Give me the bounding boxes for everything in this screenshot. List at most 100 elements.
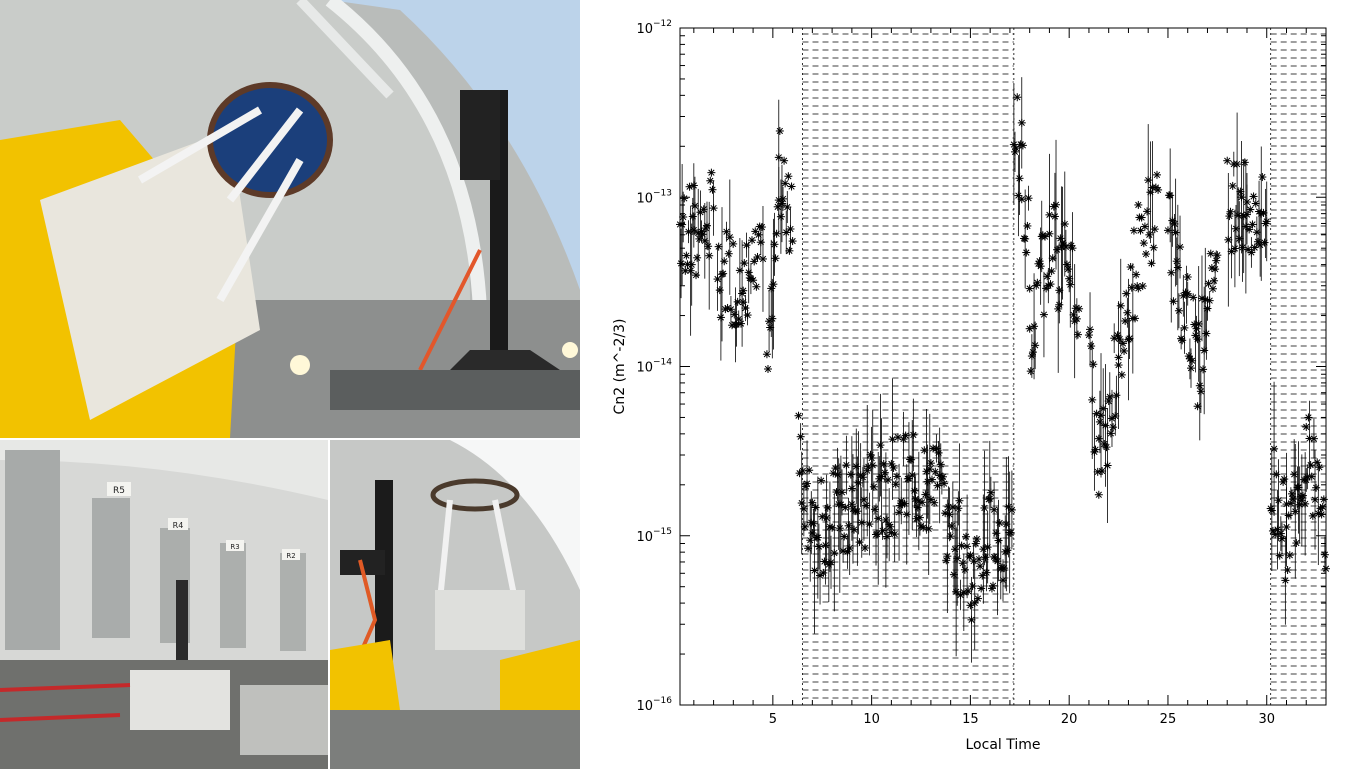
data-point [692, 271, 701, 280]
data-point [845, 544, 854, 553]
data-point [1174, 306, 1183, 315]
data-point [1116, 301, 1125, 310]
data-point [775, 126, 784, 135]
data-point [1131, 314, 1140, 323]
data-point [752, 282, 761, 291]
data-point [966, 551, 975, 560]
data-point [971, 539, 980, 548]
data-point [1021, 234, 1030, 243]
data-point [893, 433, 902, 442]
data-point [706, 176, 715, 185]
data-point [1258, 173, 1267, 182]
data-point [986, 488, 995, 497]
data-point [805, 466, 814, 475]
data-point [859, 495, 868, 504]
data-point [1052, 200, 1061, 209]
data-point [821, 541, 830, 550]
data-point [1188, 356, 1197, 365]
data-point [1228, 181, 1237, 190]
data-point [1224, 235, 1233, 244]
data-point [1306, 461, 1315, 470]
data-point [934, 448, 943, 457]
data-point [1287, 489, 1296, 498]
data-point [726, 305, 735, 314]
data-point [1166, 191, 1175, 200]
data-point [895, 508, 904, 517]
data-point [1206, 249, 1215, 258]
data-point [1202, 329, 1211, 338]
data-point [1048, 254, 1057, 263]
data-point [794, 411, 803, 420]
data-point [735, 266, 744, 275]
x-tick-label: 15 [962, 712, 979, 727]
data-point [857, 518, 866, 527]
data-point [865, 520, 874, 529]
data-point [806, 536, 815, 545]
data-point [908, 471, 917, 480]
data-point [1236, 187, 1245, 196]
data-point [869, 482, 878, 491]
data-point [1319, 495, 1328, 504]
data-point [1318, 502, 1327, 511]
data-point [757, 223, 766, 232]
data-point [690, 201, 699, 210]
data-point [689, 226, 698, 235]
data-point [951, 545, 960, 554]
data-point [1200, 346, 1209, 355]
data-point [1294, 483, 1303, 492]
data-point [729, 239, 738, 248]
data-point [1312, 483, 1321, 492]
x-tick-label: 25 [1160, 712, 1177, 727]
data-point [811, 503, 820, 512]
data-point [1121, 316, 1130, 325]
data-point [1180, 323, 1189, 332]
data-point [1292, 539, 1301, 548]
data-point [1150, 225, 1159, 234]
data-point [1304, 413, 1313, 422]
data-point [787, 182, 796, 191]
y-tick-label: 10−16 [636, 696, 672, 714]
data-point [1087, 342, 1096, 351]
data-point [968, 582, 977, 591]
data-point [1301, 499, 1310, 508]
data-point [938, 472, 947, 481]
data-point [682, 251, 691, 260]
data-point [772, 229, 781, 238]
data-point [976, 562, 985, 571]
data-point [962, 532, 971, 541]
data-point [867, 454, 876, 463]
data-point [942, 556, 951, 565]
data-point [1223, 156, 1232, 165]
data-point [1114, 353, 1123, 362]
data-point [750, 257, 759, 266]
data-point [1109, 423, 1118, 432]
data-point [1033, 278, 1042, 287]
data-point [1154, 185, 1163, 194]
data-point [1194, 319, 1203, 328]
data-point [1170, 219, 1179, 228]
data-point [999, 576, 1007, 585]
data-point [1050, 212, 1059, 221]
data-point [762, 350, 771, 359]
data-point [814, 542, 823, 551]
data-point [854, 478, 863, 487]
data-point [688, 212, 697, 221]
data-point [1277, 534, 1286, 543]
data-point [980, 503, 989, 512]
data-point [1152, 170, 1161, 179]
data-point [1022, 248, 1031, 257]
data-point [847, 484, 856, 493]
data-point [716, 313, 725, 322]
data-point [1213, 251, 1222, 260]
data-point [967, 615, 976, 624]
window-label-r2: R2 [286, 552, 295, 560]
data-point [1235, 234, 1244, 243]
x-axis-title: Local Time [966, 737, 1041, 753]
data-point [1273, 525, 1282, 534]
data-point [886, 522, 895, 531]
data-point [714, 242, 723, 251]
data-point [1302, 422, 1311, 431]
data-point [800, 522, 809, 531]
data-point [740, 259, 749, 268]
y-tick-label: 10−14 [636, 358, 672, 376]
